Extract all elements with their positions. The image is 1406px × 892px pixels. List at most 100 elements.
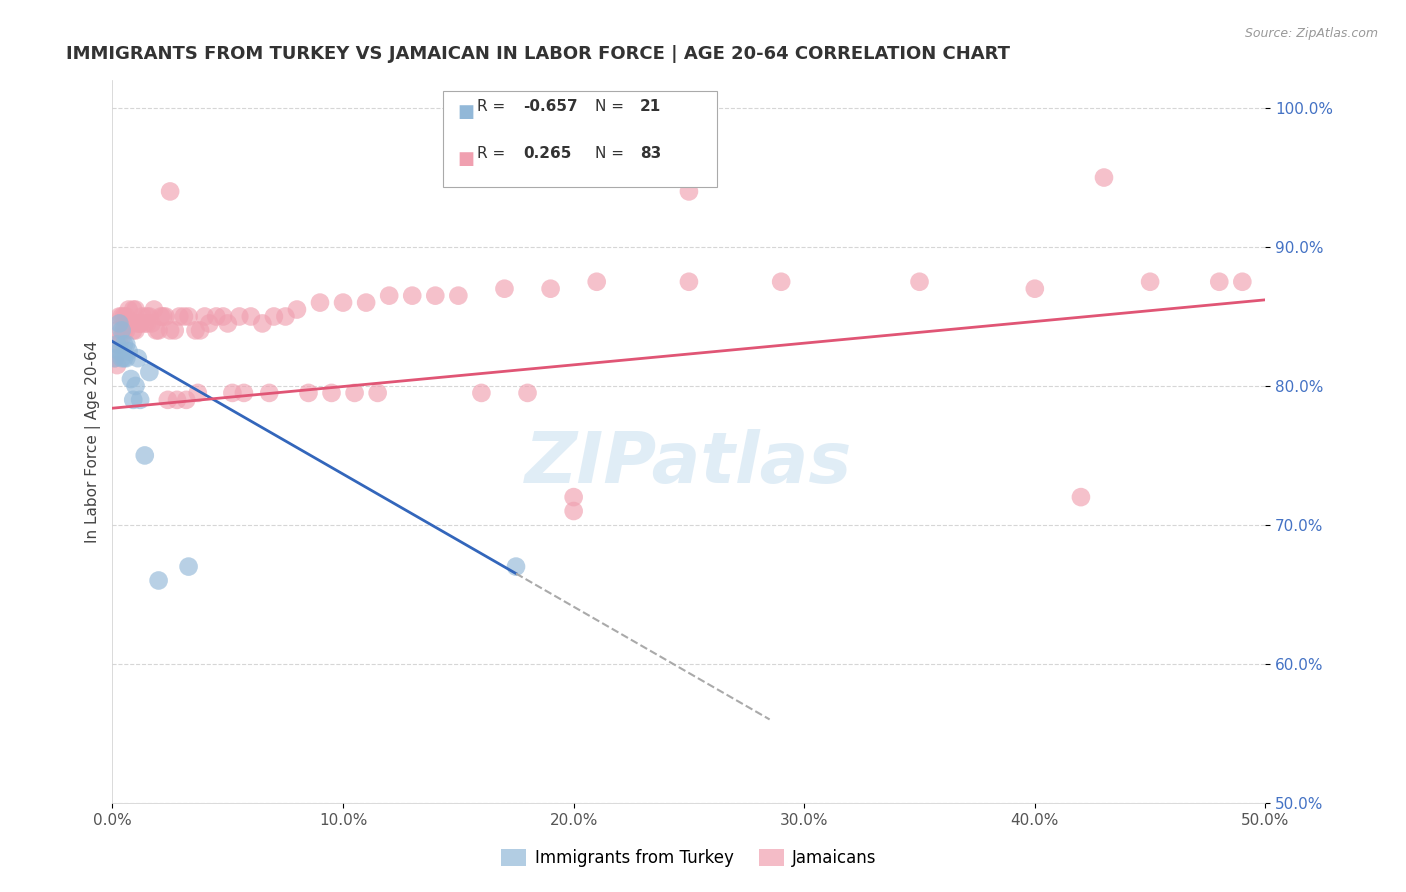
Point	[354, 295, 377, 310]
Legend: Immigrants from Turkey, Jamaicans: Immigrants from Turkey, Jamaicans	[495, 842, 883, 874]
Point	[678, 185, 700, 199]
Point	[159, 323, 181, 337]
Point	[117, 344, 139, 359]
Text: -0.657: -0.657	[523, 99, 578, 114]
Point	[115, 323, 138, 337]
Point	[120, 317, 142, 331]
Point	[124, 379, 146, 393]
Point	[169, 310, 191, 324]
Point	[127, 317, 149, 331]
Point	[188, 323, 211, 337]
Point	[239, 310, 262, 324]
Point	[115, 351, 138, 366]
Point	[155, 310, 177, 324]
Point	[112, 310, 135, 324]
Point	[117, 302, 139, 317]
Point	[159, 185, 181, 199]
Point	[401, 288, 423, 302]
Point	[470, 385, 492, 400]
Point	[152, 310, 174, 324]
Point	[111, 323, 134, 337]
Point	[105, 323, 128, 337]
Point	[127, 351, 149, 366]
Text: N =: N =	[595, 146, 628, 161]
Point	[120, 372, 142, 386]
Text: 0.265: 0.265	[523, 146, 571, 161]
Point	[177, 559, 200, 574]
Point	[145, 323, 167, 337]
Point	[274, 310, 297, 324]
Point	[136, 317, 159, 331]
Point	[367, 385, 389, 400]
Point	[138, 310, 160, 324]
Point	[117, 317, 139, 331]
Point	[263, 310, 285, 324]
Point	[194, 310, 217, 324]
Point	[124, 323, 146, 337]
Point	[112, 337, 135, 351]
Point	[297, 385, 319, 400]
Point	[505, 559, 527, 574]
Point	[143, 302, 166, 317]
Point	[111, 351, 134, 366]
Point	[252, 317, 274, 331]
Point	[1139, 275, 1161, 289]
Point	[378, 288, 401, 302]
Point	[562, 504, 585, 518]
Point	[562, 490, 585, 504]
Point	[112, 351, 135, 366]
Point	[134, 317, 156, 331]
Point	[425, 288, 447, 302]
Point	[112, 323, 135, 337]
Point	[259, 385, 281, 400]
Point	[148, 574, 170, 588]
Point	[585, 275, 607, 289]
Point	[115, 310, 138, 324]
Point	[141, 317, 163, 331]
Point	[184, 323, 207, 337]
Point	[134, 449, 156, 463]
Point	[173, 310, 195, 324]
Point	[136, 310, 159, 324]
Point	[163, 323, 186, 337]
Point	[122, 392, 145, 407]
Text: IMMIGRANTS FROM TURKEY VS JAMAICAN IN LABOR FORCE | AGE 20-64 CORRELATION CHART: IMMIGRANTS FROM TURKEY VS JAMAICAN IN LA…	[66, 45, 1011, 63]
Point	[156, 392, 179, 407]
Point	[129, 317, 152, 331]
Text: R =: R =	[477, 146, 515, 161]
Point	[108, 317, 131, 331]
Text: Source: ZipAtlas.com: Source: ZipAtlas.com	[1244, 27, 1378, 40]
Point	[212, 310, 235, 324]
Point	[1092, 170, 1115, 185]
Point	[108, 337, 131, 351]
Point	[187, 385, 209, 400]
Point	[129, 392, 152, 407]
Point	[1232, 275, 1254, 289]
Point	[447, 288, 470, 302]
Point	[1208, 275, 1230, 289]
Point	[678, 275, 700, 289]
Point	[198, 317, 221, 331]
Point	[111, 310, 134, 324]
Point	[108, 310, 131, 324]
Point	[343, 385, 366, 400]
Point	[609, 170, 631, 185]
Point	[115, 337, 138, 351]
Point	[228, 310, 250, 324]
Point	[494, 282, 516, 296]
Point	[1024, 282, 1046, 296]
Point	[174, 392, 197, 407]
Text: R =: R =	[477, 99, 510, 114]
Point	[131, 310, 153, 324]
Point	[112, 323, 135, 337]
Point	[217, 317, 239, 331]
Point	[321, 385, 343, 400]
Point	[166, 392, 188, 407]
Point	[124, 302, 146, 317]
Point	[1070, 490, 1092, 504]
Point	[104, 351, 127, 366]
Point	[108, 344, 131, 359]
Point	[221, 385, 243, 400]
Point	[129, 317, 152, 331]
Text: ■: ■	[457, 150, 474, 168]
